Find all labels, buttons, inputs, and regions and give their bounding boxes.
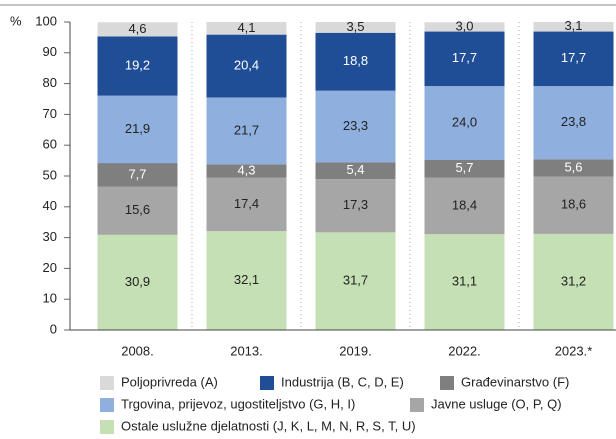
y-tick-label: 50 (43, 167, 57, 182)
bar-segment (315, 162, 396, 180)
value-label: 3,0 (455, 18, 473, 33)
value-label: 31,7 (343, 273, 368, 288)
bar-segment (97, 163, 178, 187)
bar-segment (206, 97, 287, 165)
y-tick-label: 20 (43, 260, 57, 275)
value-label: 31,1 (452, 274, 477, 289)
x-tick-label: 2022. (448, 343, 481, 358)
legend-label: Trgovina, prijevoz, ugostiteljstvo (G, H… (121, 396, 355, 411)
bar-segment (206, 177, 287, 232)
value-label: 15,6 (125, 202, 150, 217)
x-tick-label: 2019. (339, 343, 372, 358)
legend-label: Poljoprivreda (A) (121, 374, 218, 389)
legend-swatch (260, 376, 274, 390)
bar-segment (533, 159, 614, 177)
bar-segment (97, 234, 178, 330)
value-label: 4,6 (128, 21, 146, 36)
legend-label: Ostale uslužne djelatnosti (J, K, L, M, … (121, 418, 416, 433)
bar-segment (206, 164, 287, 178)
x-tick-label: 2008. (121, 343, 154, 358)
bar-segment (315, 32, 396, 91)
value-label: 4,3 (237, 162, 255, 177)
bar-segment (315, 232, 396, 330)
bar-segment (533, 22, 614, 32)
y-tick-label: 40 (43, 198, 57, 213)
value-label: 18,8 (343, 53, 368, 68)
value-label: 3,5 (346, 19, 364, 34)
value-label: 18,6 (561, 197, 586, 212)
legend-label: Javne usluge (O, P, Q) (431, 396, 562, 411)
bar-segment (533, 31, 614, 87)
legend-swatch (100, 398, 114, 412)
bar-segment (424, 177, 505, 235)
bar-segment (424, 159, 505, 178)
legend-swatch (100, 376, 114, 390)
bar-segment (315, 179, 396, 233)
y-axis-label: % (10, 13, 22, 28)
value-label: 4,1 (237, 20, 255, 35)
value-label: 30,9 (125, 274, 150, 289)
value-label: 31,2 (561, 273, 586, 288)
bar-segment (206, 34, 287, 98)
value-label: 17,7 (452, 50, 477, 65)
value-label: 17,7 (561, 50, 586, 65)
y-tick-label: 10 (43, 291, 57, 306)
bar-segment (424, 31, 505, 87)
y-tick-label: 30 (43, 229, 57, 244)
value-label: 32,1 (234, 272, 259, 287)
bar-segment (533, 176, 614, 234)
value-label: 5,6 (564, 159, 582, 174)
value-label: 21,7 (234, 122, 259, 137)
bar-segment (533, 233, 614, 330)
legend-swatch (410, 398, 424, 412)
value-label: 20,4 (234, 57, 259, 72)
value-label: 17,4 (234, 196, 259, 211)
bar-segment (206, 22, 287, 35)
bar-segment (97, 95, 178, 164)
value-label: 19,2 (125, 57, 150, 72)
value-label: 23,3 (343, 118, 368, 133)
value-label: 17,3 (343, 197, 368, 212)
y-tick-label: 90 (43, 44, 57, 59)
bar-segment (533, 86, 614, 160)
bar-segment (424, 22, 505, 32)
bar-segment (97, 36, 178, 96)
value-label: 5,7 (455, 160, 473, 175)
x-tick-label: 2013. (230, 343, 263, 358)
bar-segment (206, 231, 287, 330)
bar-segment (97, 22, 178, 37)
legend-swatch (100, 420, 114, 434)
y-tick-label: 80 (43, 75, 57, 90)
value-label: 7,7 (128, 166, 146, 181)
bar-segment (424, 86, 505, 160)
y-tick-label: 0 (50, 321, 57, 336)
value-label: 23,8 (561, 114, 586, 129)
legend-label: Industrija (B, C, D, E) (281, 374, 404, 389)
bar-segment (315, 22, 396, 33)
x-tick-label: 2023.* (555, 343, 593, 358)
value-label: 18,4 (452, 197, 477, 212)
legend-label: Građevinarstvo (F) (461, 374, 569, 389)
bar-segment (97, 186, 178, 235)
value-label: 21,9 (125, 121, 150, 136)
y-tick-label: 100 (35, 13, 57, 28)
y-tick-label: 60 (43, 137, 57, 152)
legend-swatch (440, 376, 454, 390)
y-tick-label: 70 (43, 106, 57, 121)
value-label: 3,1 (564, 18, 582, 33)
bar-segment (315, 90, 396, 163)
value-label: 24,0 (452, 114, 477, 129)
value-label: 5,4 (346, 162, 364, 177)
bar-segment (424, 234, 505, 330)
